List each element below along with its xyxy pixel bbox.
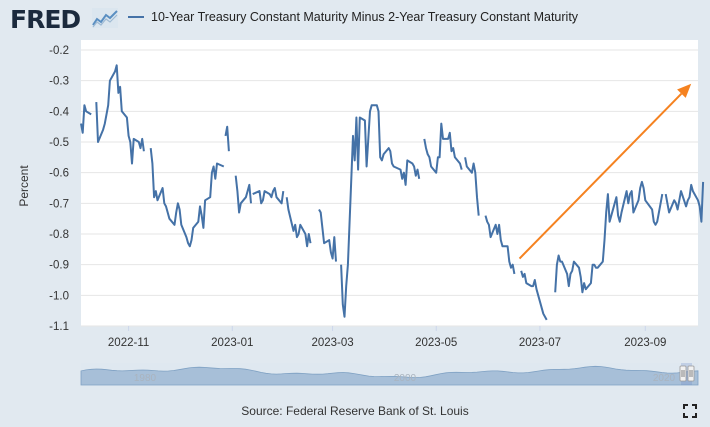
series-line-segment[interactable] xyxy=(520,270,548,321)
mini-line-graph-icon xyxy=(92,8,118,28)
y-tick-label: -0.2 xyxy=(49,45,69,57)
fred-logo[interactable]: FRED xyxy=(10,5,81,34)
series-lines xyxy=(80,64,705,321)
source-text: Source: Federal Reserve Bank of St. Loui… xyxy=(241,404,469,418)
series-line-segment[interactable] xyxy=(484,215,516,275)
plot-background xyxy=(81,40,698,326)
legend[interactable]: 10-Year Treasury Constant Maturity Minus… xyxy=(128,10,578,24)
y-tick-label: -1.1 xyxy=(49,321,69,333)
navigator-tick-label: 2020 xyxy=(653,373,676,384)
series-line-segment[interactable] xyxy=(149,147,225,248)
y-axis-tick-labels: -0.2 -0.3 -0.4 -0.5 -0.6 -0.7 -0.8 -0.9 -1.0 -1.1 xyxy=(49,45,69,333)
series-line-segment[interactable] xyxy=(80,104,92,134)
navigator-tick-labels: 1980 2000 2020 xyxy=(134,373,676,384)
y-tick-label: -0.4 xyxy=(49,106,69,118)
series-line-segment[interactable] xyxy=(464,157,480,216)
y-tick-label: -0.6 xyxy=(49,168,69,180)
annotation-arrow-head xyxy=(677,83,692,98)
x-tick-label: 2023-03 xyxy=(311,337,353,349)
x-tick-label: 2023-07 xyxy=(519,337,561,349)
y-tick-label: -0.9 xyxy=(49,260,69,272)
series-line-segment[interactable] xyxy=(252,187,285,205)
series-line-segment[interactable] xyxy=(554,180,664,294)
series-line-segment[interactable] xyxy=(318,209,337,262)
series-line-segment[interactable] xyxy=(234,175,252,214)
annotation-arrow-line xyxy=(518,93,683,260)
y-tick-label: -0.8 xyxy=(49,229,69,241)
series-line-segment[interactable] xyxy=(423,122,463,174)
y-tick-label: -0.3 xyxy=(49,76,69,88)
navigator-selected-range xyxy=(681,363,692,385)
navigator-tick-label: 2000 xyxy=(394,373,417,384)
x-axis-tick-labels: 2022-11 2023-01 2023-03 2023-05 2023-07 2023-… xyxy=(108,326,666,349)
y-axis-label: Percent xyxy=(17,165,31,207)
expand-icon[interactable] xyxy=(683,404,697,418)
series-line-segment[interactable] xyxy=(664,181,705,223)
x-tick-label: 2023-01 xyxy=(211,337,253,349)
series-line-segment[interactable] xyxy=(340,104,421,318)
y-tick-label: -0.5 xyxy=(49,137,69,149)
y-tick-label: -0.7 xyxy=(49,198,69,210)
y-tick-label: -1.0 xyxy=(49,290,69,302)
annotations xyxy=(518,83,692,260)
series-line-segment[interactable] xyxy=(285,197,312,248)
x-tick-label: 2023-05 xyxy=(415,337,457,349)
chart-header: FRED 10-Year Treasury Constant Maturity … xyxy=(0,0,710,40)
scroll-handle-icon[interactable] xyxy=(679,365,695,382)
series-line-segment[interactable] xyxy=(224,125,230,152)
navigator-tick-label: 1980 xyxy=(134,373,157,384)
legend-series-label: 10-Year Treasury Constant Maturity Minus… xyxy=(151,10,579,24)
series-line-segment[interactable] xyxy=(95,64,145,165)
x-tick-label: 2022-11 xyxy=(108,337,149,349)
x-tick-label: 2023-09 xyxy=(624,337,666,349)
legend-line-swatch xyxy=(128,16,144,18)
navigator[interactable]: 1980 2000 2020 xyxy=(80,363,699,386)
navigator-series-area xyxy=(80,365,699,386)
